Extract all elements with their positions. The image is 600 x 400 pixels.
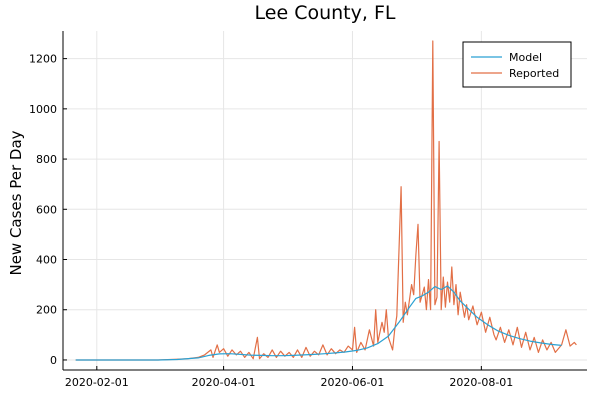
legend-box: [462, 41, 572, 88]
y-tick-label: 600: [36, 203, 57, 216]
chart-title: Lee County, FL: [255, 2, 396, 24]
y-tick-label: 1000: [29, 103, 57, 116]
series-line-model: [75, 285, 562, 361]
legend: Model Reported: [462, 41, 572, 88]
axes: [62, 31, 587, 371]
y-tick-label: 400: [36, 254, 57, 267]
y-axis-label: New Cases Per Day: [7, 130, 25, 275]
y-tick-label: 200: [36, 304, 57, 317]
x-tick-label: 2020-04-01: [192, 376, 256, 389]
y-tick-label: 0: [50, 354, 57, 367]
legend-label-reported: Reported: [509, 67, 559, 80]
legend-label-model: Model: [509, 51, 542, 64]
tick-labels: 0 200 400 600 800 1000 1200 2020-02-01 2020-04-0…: [29, 53, 513, 389]
x-tick-label: 2020-08-01: [449, 376, 513, 389]
x-tick-label: 2020-06-01: [320, 376, 384, 389]
x-tick-label: 2020-02-01: [65, 376, 129, 389]
y-tick-label: 800: [36, 153, 57, 166]
y-tick-label: 1200: [29, 53, 57, 66]
series-layer: [75, 40, 577, 361]
